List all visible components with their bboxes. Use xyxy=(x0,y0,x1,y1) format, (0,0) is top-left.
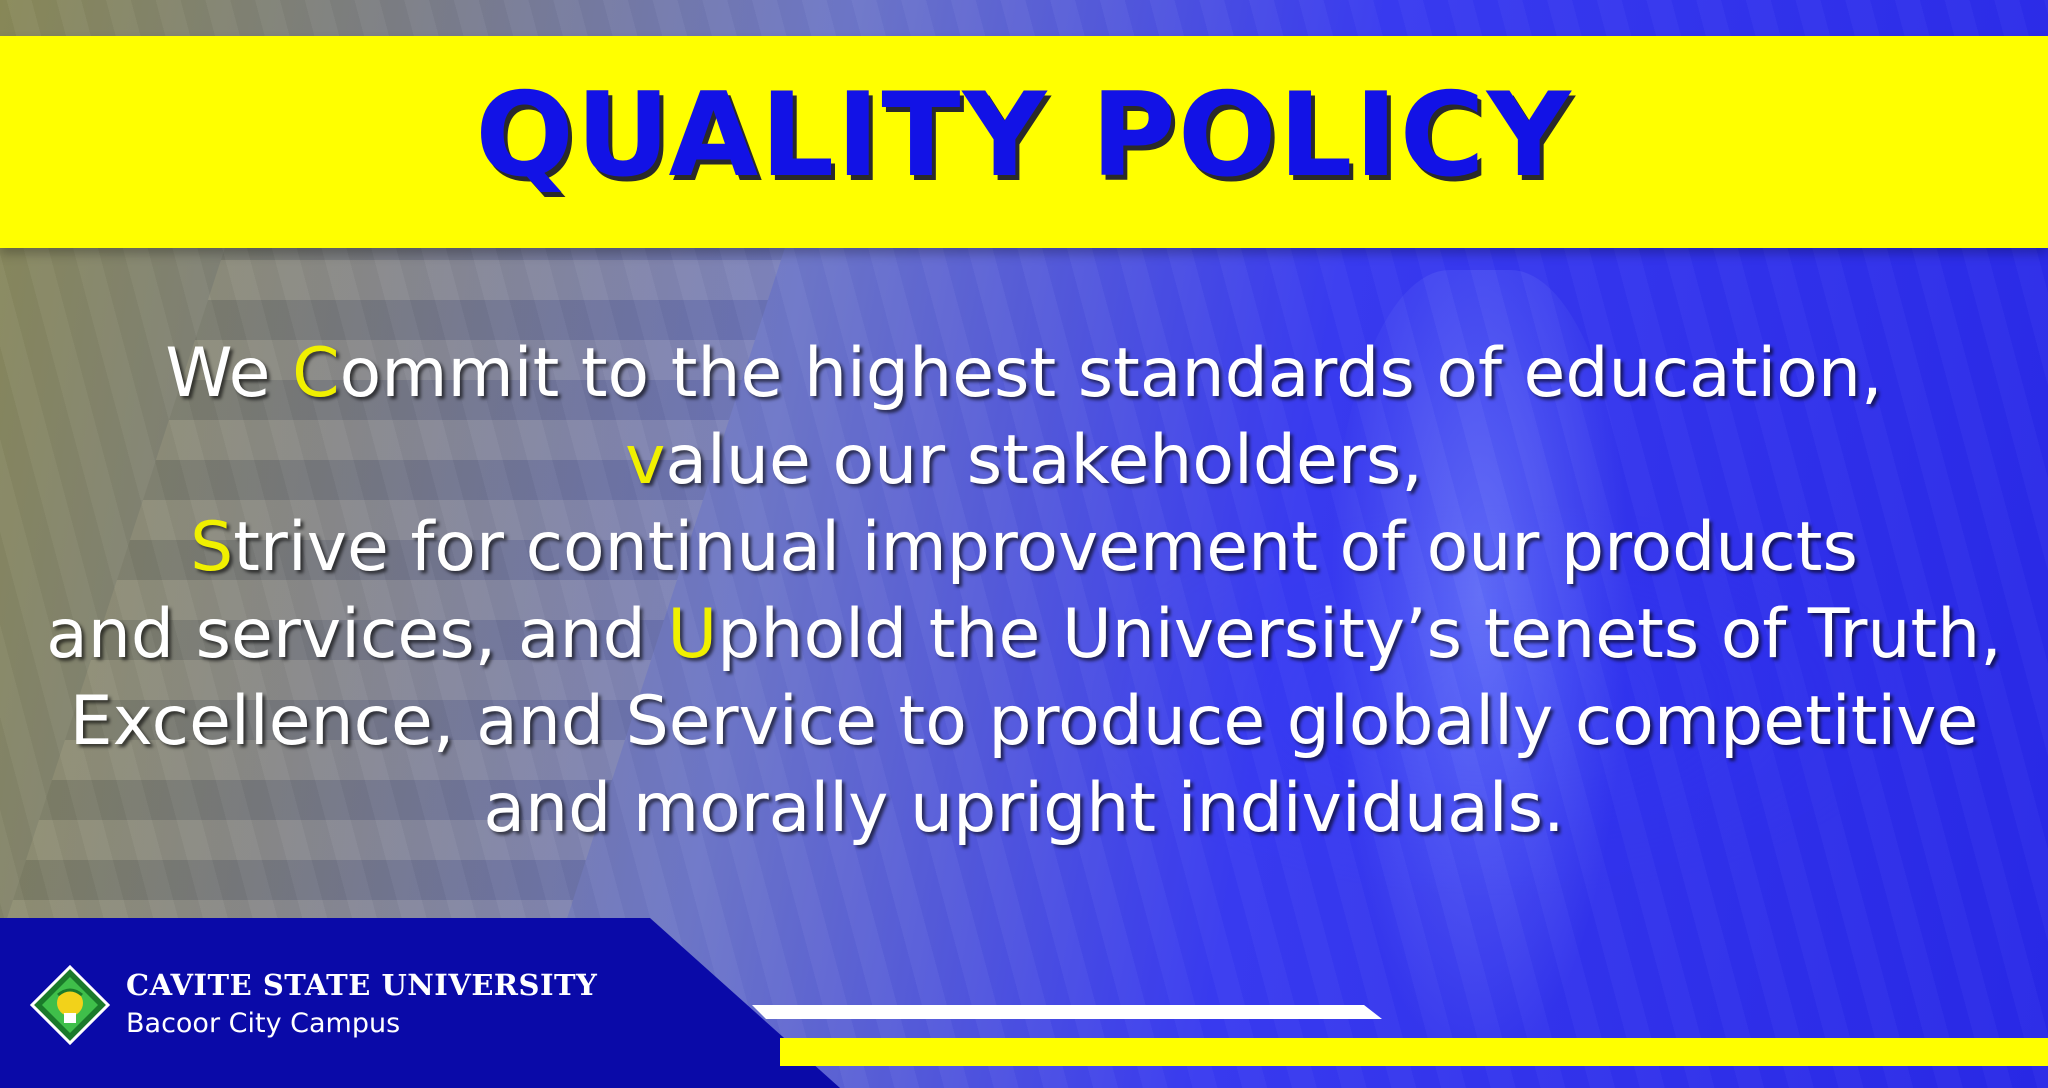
highlight-letter-u: U xyxy=(667,595,718,674)
title-banner xyxy=(0,36,2048,248)
yellow-stripe xyxy=(780,1038,2048,1066)
highlight-letter-v: v xyxy=(625,421,666,500)
policy-line-1: We Commit to the highest standards of ed… xyxy=(0,330,2048,417)
policy-statement: We Commit to the highest standards of ed… xyxy=(0,330,2048,852)
policy-line-4-post: phold the University’s tenets of Truth, xyxy=(717,595,2002,674)
highlight-letter-c: C xyxy=(292,334,340,413)
policy-line-1-pre: We xyxy=(165,334,293,413)
policy-line-3: Strive for continual improvement of our … xyxy=(0,504,2048,591)
policy-line-4-pre: and services, and xyxy=(46,595,668,674)
campus-name: Bacoor City Campus xyxy=(126,1008,401,1039)
university-logo-icon xyxy=(30,965,110,1045)
policy-line-4: and services, and Uphold the University’… xyxy=(0,591,2048,678)
white-stripe xyxy=(752,1005,1382,1019)
policy-line-2-post: alue our stakeholders, xyxy=(665,421,1423,500)
page-title: QUALITY POLICY xyxy=(475,68,1573,203)
highlight-letter-s: S xyxy=(190,508,234,587)
policy-line-1-post: ommit to the highest standards of educat… xyxy=(339,334,1883,413)
policy-line-5: Excellence, and Service to produce globa… xyxy=(69,682,1979,761)
university-name: CAVITE STATE UNIVERSITY xyxy=(126,968,598,1002)
policy-line-2: value our stakeholders, xyxy=(0,417,2048,504)
policy-line-3-post: trive for continual improvement of our p… xyxy=(233,508,1858,587)
statue-photo xyxy=(1330,270,1630,1080)
policy-line-6: and morally upright individuals. xyxy=(483,769,1565,848)
